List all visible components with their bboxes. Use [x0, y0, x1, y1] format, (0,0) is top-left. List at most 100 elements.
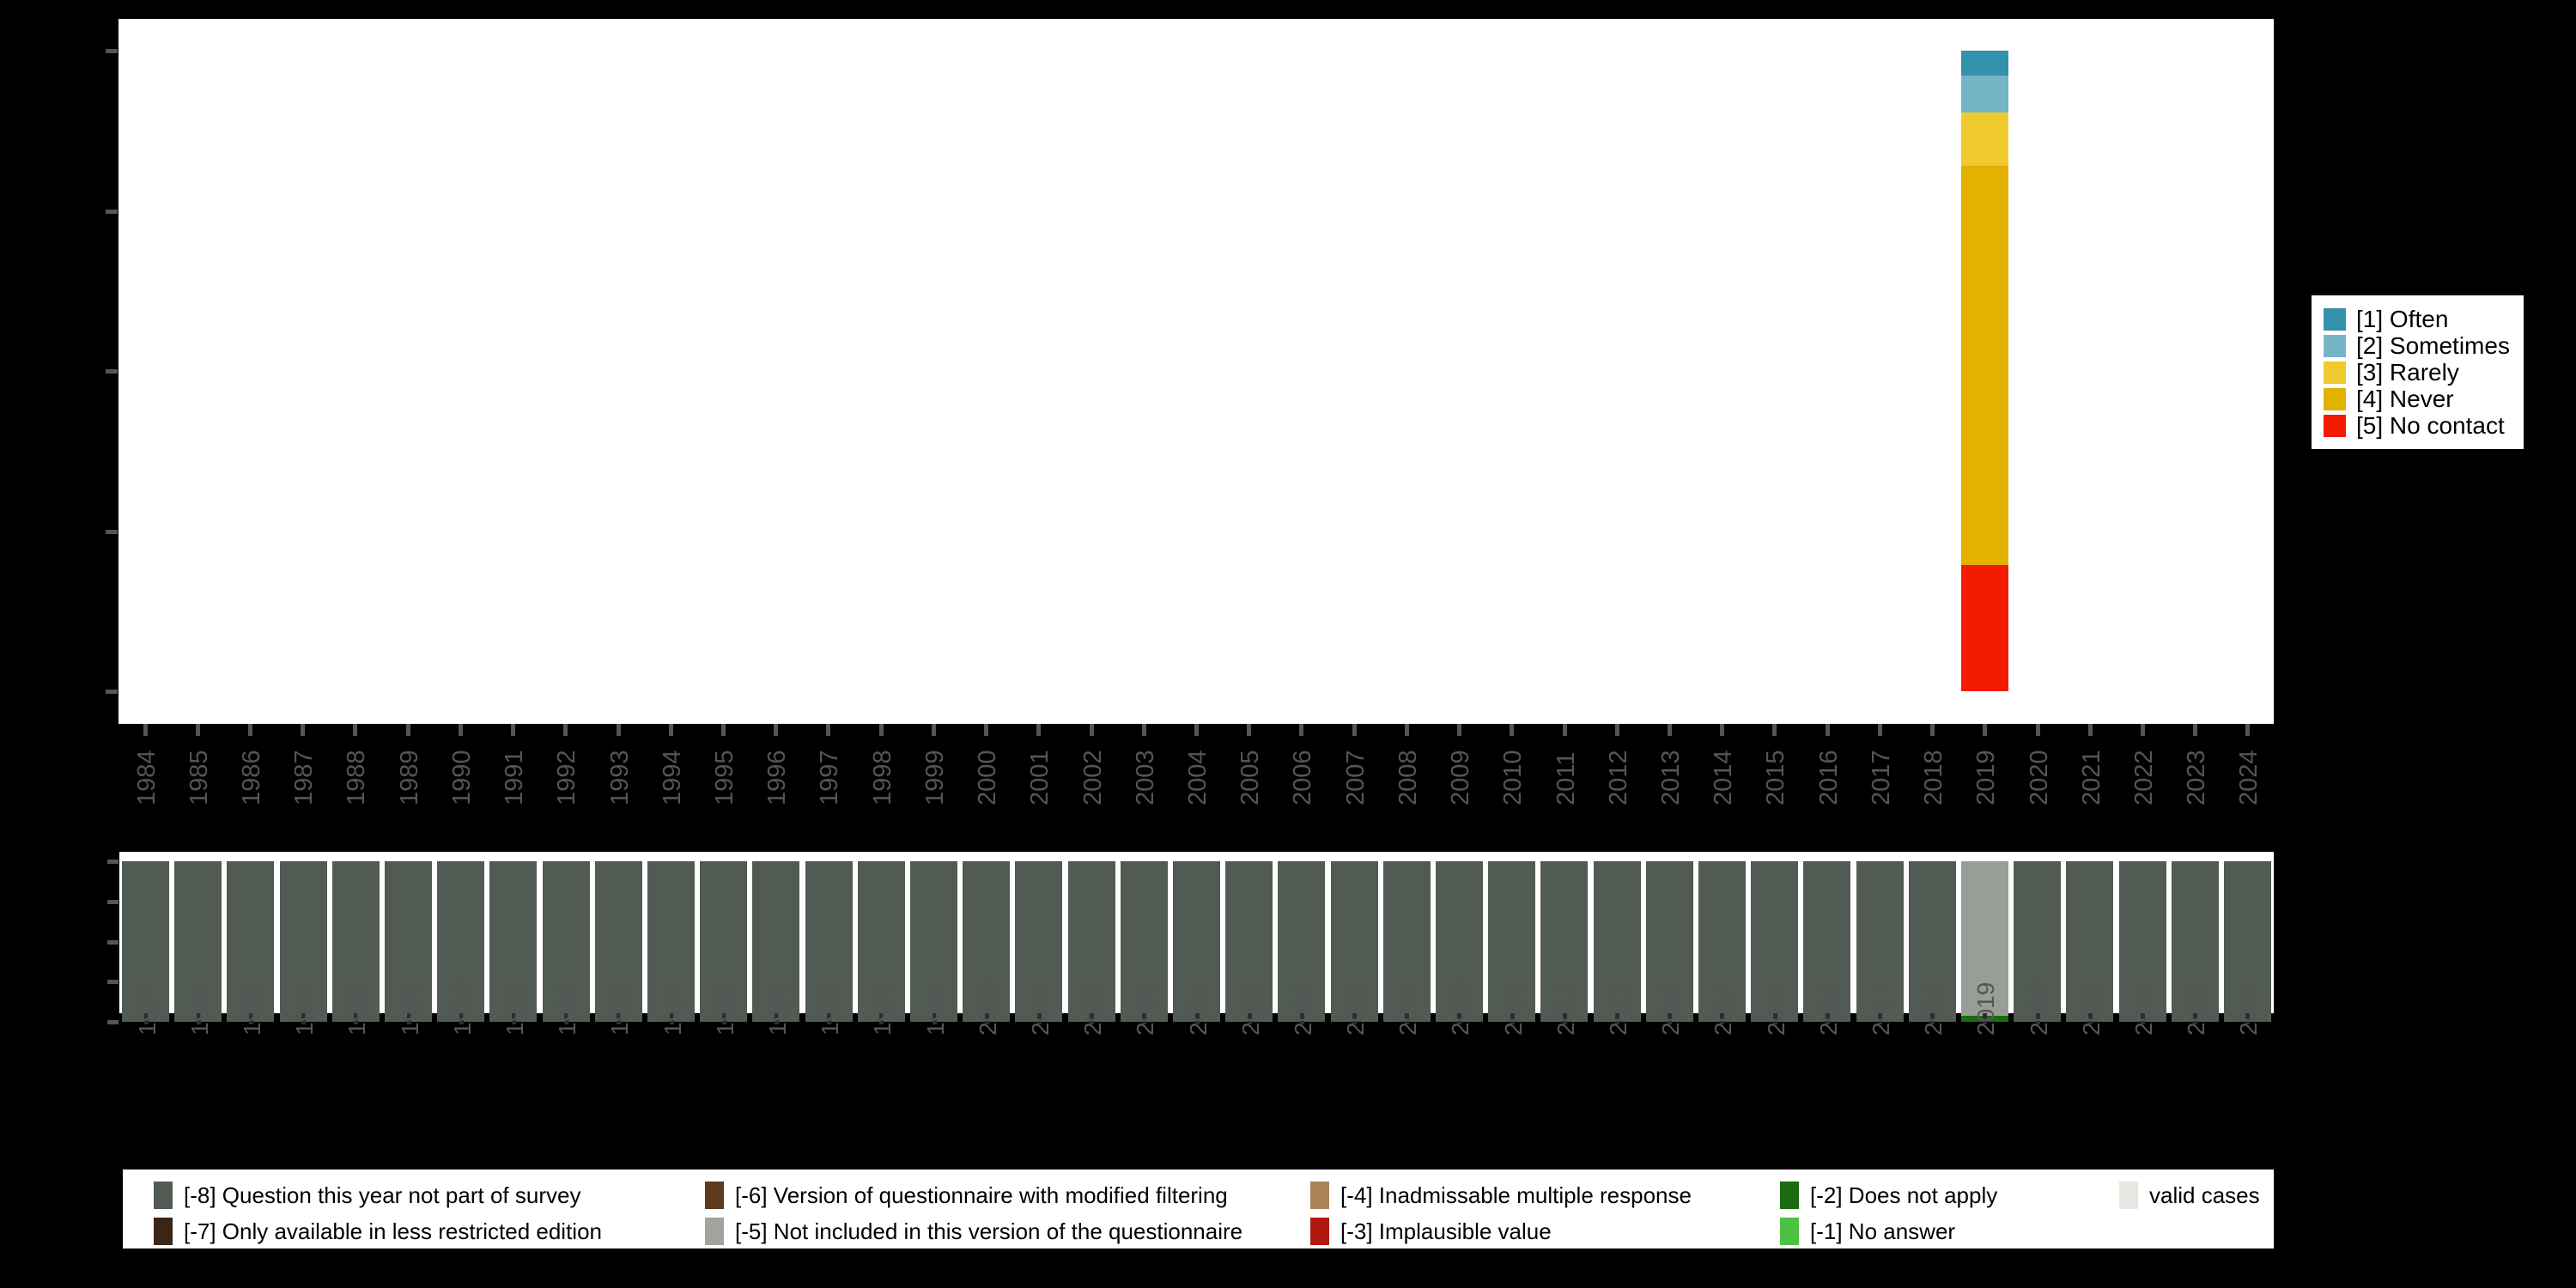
missing-bar-segment[interactable] [752, 861, 800, 1022]
missing-stacked-bar[interactable] [1173, 852, 1220, 1022]
missing-bar-segment[interactable] [1015, 861, 1063, 1022]
missing-legend-item[interactable]: [-5] Not included in this version of the… [705, 1217, 1242, 1246]
missing-bar-segment[interactable] [279, 861, 327, 1022]
missing-bar-segment[interactable] [1960, 861, 2008, 1016]
missing-bar-segment[interactable] [1751, 861, 1799, 1022]
missing-bar-segment[interactable] [1645, 861, 1693, 1022]
missing-bar-segment[interactable] [1435, 861, 1483, 1022]
missing-bar-segment[interactable] [647, 861, 696, 1022]
legend-item[interactable]: [2] Sometimes [2324, 332, 2510, 359]
missing-bar-segment[interactable] [122, 861, 170, 1022]
missing-stacked-bar[interactable] [1120, 852, 1168, 1022]
missing-bar-segment[interactable] [963, 861, 1011, 1022]
bar-segment[interactable] [1960, 76, 2008, 113]
missing-bar-segment[interactable] [594, 861, 642, 1022]
bar-segment[interactable] [1960, 112, 2008, 167]
missing-bar-segment[interactable] [1278, 861, 1326, 1022]
missing-stacked-bar[interactable] [1278, 852, 1326, 1022]
missing-stacked-bar[interactable] [1330, 852, 1378, 1022]
missing-bar-segment[interactable] [385, 861, 433, 1022]
missing-legend-item[interactable]: [-4] Inadmissable multiple response [1310, 1181, 1692, 1210]
missing-bar-segment[interactable] [2066, 861, 2114, 1022]
missing-stacked-bar[interactable] [1540, 852, 1589, 1022]
missing-bar-segment[interactable] [1803, 861, 1851, 1022]
missing-stacked-bar[interactable] [963, 852, 1011, 1022]
missing-stacked-bar[interactable] [805, 852, 853, 1022]
bar-segment[interactable] [1960, 51, 2008, 76]
missing-legend-item[interactable]: [-7] Only available in less restricted e… [154, 1217, 602, 1246]
legend-item[interactable]: [4] Never [2324, 386, 2510, 412]
missing-stacked-bar[interactable] [647, 852, 696, 1022]
legend-item[interactable]: [1] Often [2324, 306, 2510, 332]
stacked-bar[interactable] [1960, 19, 2008, 724]
missing-bar-segment[interactable] [857, 861, 905, 1022]
missing-stacked-bar[interactable] [1488, 852, 1536, 1022]
bar-segment[interactable] [1960, 166, 2008, 566]
missing-bar-segment[interactable] [1067, 861, 1115, 1022]
missing-legend-item[interactable]: [-6] Version of questionnaire with modif… [705, 1181, 1228, 1210]
missing-stacked-bar[interactable] [2014, 852, 2062, 1022]
missing-stacked-bar[interactable] [1382, 852, 1431, 1022]
missing-legend-item[interactable]: [-2] Does not apply [1780, 1181, 1997, 1210]
missing-bar-segment[interactable] [542, 861, 590, 1022]
missing-bar-segment[interactable] [700, 861, 748, 1022]
missing-stacked-bar[interactable] [1067, 852, 1115, 1022]
missing-stacked-bar[interactable] [1593, 852, 1641, 1022]
missing-bar-segment[interactable] [1540, 861, 1589, 1022]
missing-stacked-bar[interactable] [1645, 852, 1693, 1022]
missing-stacked-bar[interactable] [857, 852, 905, 1022]
missing-legend-item[interactable]: valid cases [2119, 1181, 2260, 1210]
missing-stacked-bar[interactable] [700, 852, 748, 1022]
missing-stacked-bar[interactable] [1225, 852, 1273, 1022]
missing-bar-segment[interactable] [2223, 861, 2271, 1022]
bar-segment[interactable] [1960, 565, 2008, 691]
missing-stacked-bar[interactable] [1751, 852, 1799, 1022]
missing-stacked-bar[interactable] [1698, 852, 1746, 1022]
missing-stacked-bar[interactable] [1908, 852, 1956, 1022]
missing-bar-segment[interactable] [910, 861, 958, 1022]
missing-bar-segment[interactable] [1120, 861, 1168, 1022]
missing-stacked-bar[interactable] [2171, 852, 2219, 1022]
missing-bar-segment[interactable] [2014, 861, 2062, 1022]
missing-stacked-bar[interactable] [542, 852, 590, 1022]
missing-stacked-bar[interactable] [489, 852, 538, 1022]
missing-stacked-bar[interactable] [227, 852, 275, 1022]
missing-bar-segment[interactable] [1698, 861, 1746, 1022]
missing-bar-segment[interactable] [1593, 861, 1641, 1022]
missing-stacked-bar[interactable] [2118, 852, 2166, 1022]
missing-bar-segment[interactable] [489, 861, 538, 1022]
missing-stacked-bar[interactable] [174, 852, 222, 1022]
missing-bar-segment[interactable] [2118, 861, 2166, 1022]
missing-legend-item[interactable]: [-3] Implausible value [1310, 1217, 1552, 1246]
missing-stacked-bar[interactable] [331, 852, 380, 1022]
missing-stacked-bar[interactable] [122, 852, 170, 1022]
missing-stacked-bar[interactable] [910, 852, 958, 1022]
missing-stacked-bar[interactable] [2066, 852, 2114, 1022]
missing-bar-segment[interactable] [437, 861, 485, 1022]
missing-stacked-bar[interactable] [437, 852, 485, 1022]
missing-bar-segment[interactable] [2171, 861, 2219, 1022]
missing-bar-segment[interactable] [1173, 861, 1220, 1022]
missing-legend-item[interactable]: [-8] Question this year not part of surv… [154, 1181, 580, 1210]
missing-bar-segment[interactable] [1225, 861, 1273, 1022]
missing-bar-segment[interactable] [1330, 861, 1378, 1022]
missing-stacked-bar[interactable] [1803, 852, 1851, 1022]
legend-item[interactable]: [3] Rarely [2324, 359, 2510, 386]
legend-item[interactable]: [5] No contact [2324, 412, 2510, 439]
missing-bar-segment[interactable] [1856, 861, 1904, 1022]
missing-stacked-bar[interactable] [594, 852, 642, 1022]
missing-stacked-bar[interactable] [279, 852, 327, 1022]
missing-legend-item[interactable]: [-1] No answer [1780, 1217, 1955, 1246]
missing-stacked-bar[interactable] [2223, 852, 2271, 1022]
missing-bar-segment[interactable] [1488, 861, 1536, 1022]
missing-bar-segment[interactable] [805, 861, 853, 1022]
missing-stacked-bar[interactable] [1015, 852, 1063, 1022]
missing-bar-segment[interactable] [1908, 861, 1956, 1022]
missing-stacked-bar[interactable] [1856, 852, 1904, 1022]
missing-stacked-bar[interactable] [385, 852, 433, 1022]
missing-bar-segment[interactable] [174, 861, 222, 1022]
missing-bar-segment[interactable] [227, 861, 275, 1022]
missing-bar-segment[interactable] [1382, 861, 1431, 1022]
missing-stacked-bar[interactable] [1435, 852, 1483, 1022]
missing-bar-segment[interactable] [331, 861, 380, 1022]
